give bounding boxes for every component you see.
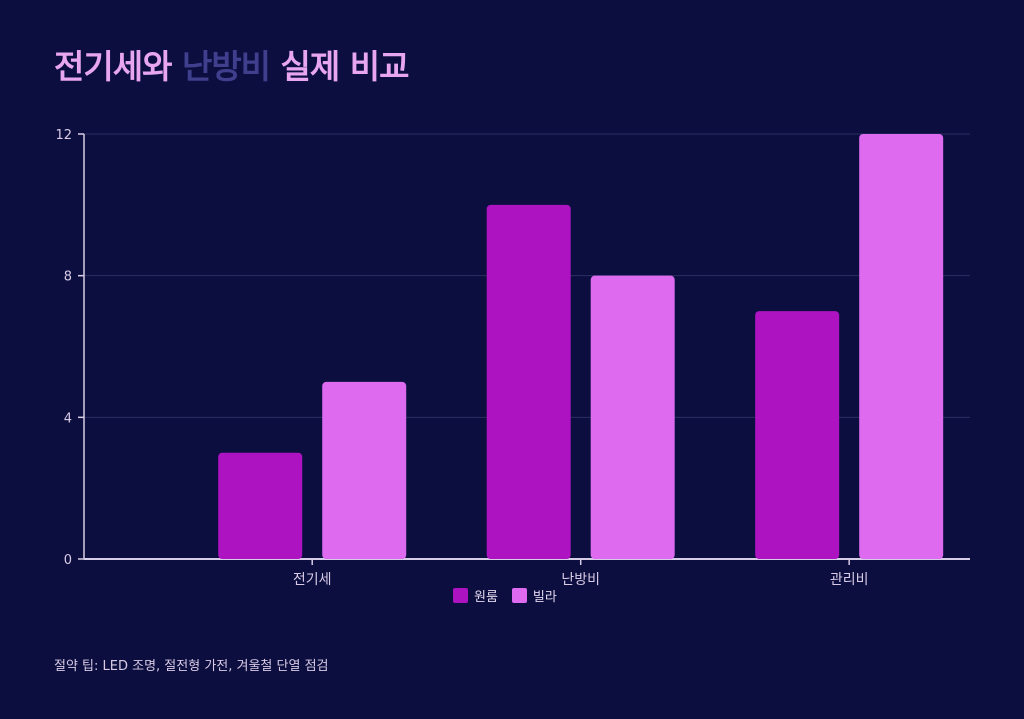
chart-title: 전기세와 난방비 실제 비교 bbox=[54, 40, 410, 88]
legend-item-villa: 빌라 bbox=[511, 586, 557, 605]
x-tick-label: 전기세 bbox=[293, 572, 332, 588]
bar-oneroom-0 bbox=[218, 452, 303, 559]
y-tick-label: 12 bbox=[55, 128, 72, 143]
legend-label-villa: 빌라 bbox=[532, 590, 557, 605]
title-part-1: 전기세와 bbox=[54, 47, 172, 86]
footnote: 절약 팁: LED 조명, 절전형 가전, 겨울철 단열 점검 bbox=[54, 659, 329, 674]
bar-villa-1 bbox=[590, 275, 675, 559]
y-tick-label: 0 bbox=[64, 553, 72, 568]
bar-oneroom-2 bbox=[755, 311, 840, 559]
bar-oneroom-1 bbox=[486, 204, 571, 560]
legend-swatch-villa bbox=[511, 588, 527, 603]
bar-villa-2 bbox=[859, 134, 944, 559]
y-tick-label: 4 bbox=[64, 411, 72, 426]
x-tick-label: 관리비 bbox=[830, 572, 869, 588]
legend-label-oneroom: 원룸 bbox=[474, 590, 498, 605]
y-tick-label: 8 bbox=[64, 270, 72, 285]
legend: 원룸 빌라 bbox=[453, 586, 557, 605]
x-tick-label: 난방비 bbox=[561, 572, 600, 588]
bar-villa-0 bbox=[322, 381, 407, 559]
title-part-3: 실제 비교 bbox=[280, 47, 410, 86]
legend-swatch-oneroom bbox=[453, 588, 468, 603]
legend-item-oneroom: 원룸 bbox=[453, 586, 498, 605]
title-part-2: 난방비 bbox=[181, 47, 271, 86]
